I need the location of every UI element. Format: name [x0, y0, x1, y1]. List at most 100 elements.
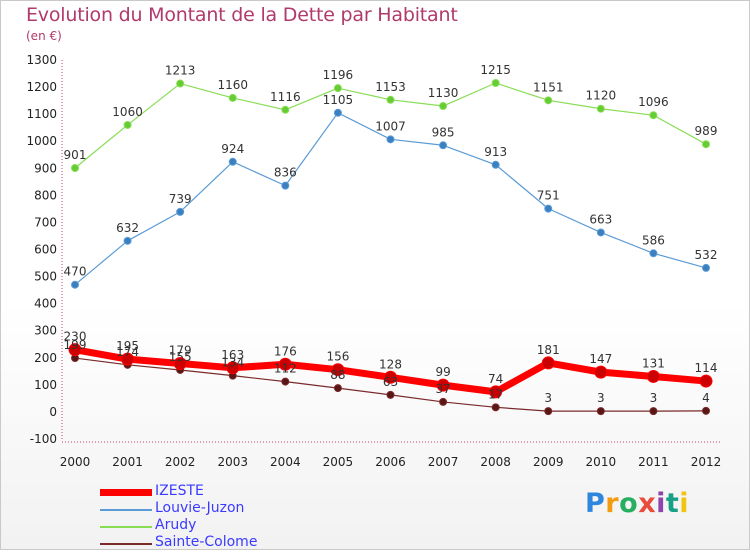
y-tick-label: 0 [49, 405, 57, 419]
data-point [702, 263, 710, 272]
data-point [71, 164, 79, 173]
data-point [123, 120, 132, 129]
data-label: 1215 [480, 63, 511, 77]
data-point [491, 79, 500, 88]
data-label: 985 [432, 125, 455, 139]
data-label: 3 [544, 391, 552, 405]
legend-swatch-izeste [100, 489, 152, 496]
data-point [489, 385, 503, 399]
data-point [281, 105, 290, 114]
x-tick-label: 2003 [217, 455, 248, 469]
data-label: 1153 [375, 80, 406, 94]
logo-letter: i [656, 488, 666, 519]
data-point [68, 343, 82, 357]
data-label: 1120 [586, 89, 617, 103]
data-point [281, 377, 290, 386]
chart-title: Evolution du Montant de la Dette par Hab… [26, 4, 458, 26]
data-point [226, 361, 240, 375]
data-point [333, 384, 342, 393]
data-label: 1096 [638, 95, 669, 109]
data-point [384, 370, 397, 384]
data-label: 1007 [375, 119, 406, 133]
data-point [594, 365, 608, 379]
data-label: 751 [537, 189, 560, 203]
data-point [176, 79, 185, 88]
data-point [649, 407, 658, 416]
legend-swatch-louvie-juzon [100, 509, 152, 511]
data-point [439, 141, 448, 150]
y-tick-label: 1300 [26, 53, 57, 67]
data-point [176, 207, 185, 216]
data-label: 114 [695, 361, 718, 375]
legend-label-izeste: IZESTE [155, 483, 204, 499]
x-tick-label: 2007 [428, 455, 459, 469]
data-label: 3 [597, 391, 605, 405]
data-point [123, 236, 132, 245]
data-point [173, 356, 187, 370]
y-tick-label: 1200 [26, 80, 57, 94]
data-label: 181 [537, 343, 560, 357]
data-label: 88 [330, 368, 345, 382]
y-tick-label: -100 [30, 432, 57, 446]
data-label: 176 [274, 344, 297, 358]
y-tick-label: 700 [34, 215, 57, 229]
data-point [649, 249, 658, 258]
data-point [541, 356, 555, 370]
legend-swatch-arudy [100, 526, 152, 528]
legend-swatch-sainte-colome [100, 543, 152, 545]
data-point [491, 403, 500, 412]
data-point [228, 93, 237, 102]
data-point [491, 160, 500, 169]
data-label: 632 [116, 221, 139, 235]
data-point [544, 204, 553, 213]
y-tick-label: 100 [34, 378, 57, 392]
data-label: 989 [695, 124, 718, 138]
data-label: 1151 [533, 80, 564, 94]
data-label: 470 [64, 265, 87, 279]
y-tick-label: 500 [34, 270, 57, 284]
data-point [649, 111, 658, 120]
data-label: 1160 [217, 78, 248, 92]
data-label: 37 [435, 382, 450, 396]
data-point [228, 157, 237, 166]
logo-letter: i [679, 488, 690, 519]
logo-letter: t [665, 488, 680, 519]
data-label: 4 [702, 391, 710, 405]
data-point [121, 352, 135, 366]
legend-label-louvie-juzon: Louvie-Juzon [155, 500, 245, 516]
data-point [71, 280, 79, 289]
data-point [386, 135, 395, 144]
data-point [281, 181, 290, 190]
data-point [596, 228, 605, 237]
data-point [702, 140, 710, 149]
data-label: 99 [435, 365, 450, 379]
data-label: 3 [650, 391, 658, 405]
data-label: 1213 [165, 64, 196, 78]
y-tick-label: 1100 [26, 107, 57, 121]
data-point [386, 390, 395, 399]
y-tick-label: 400 [34, 297, 57, 311]
logo-letter: x [638, 488, 657, 519]
data-label: 739 [169, 192, 192, 206]
data-label: 163 [221, 348, 244, 362]
data-point [439, 397, 448, 406]
data-label: 63 [383, 375, 398, 389]
data-label: 1116 [270, 90, 301, 104]
data-label: 174 [116, 345, 139, 359]
data-point [278, 357, 292, 371]
data-point [646, 369, 660, 383]
legend-label-arudy: Arudy [155, 517, 197, 533]
data-point [386, 95, 395, 104]
data-label: 131 [642, 356, 665, 370]
x-tick-label: 2011 [638, 455, 669, 469]
x-tick-label: 2009 [533, 455, 564, 469]
data-label: 913 [484, 145, 507, 159]
x-tick-label: 2008 [480, 455, 511, 469]
y-tick-label: 800 [34, 188, 57, 202]
data-label: 1105 [323, 93, 354, 107]
x-tick-label: 2005 [323, 455, 354, 469]
data-point [596, 407, 605, 416]
x-tick-label: 2012 [691, 455, 722, 469]
